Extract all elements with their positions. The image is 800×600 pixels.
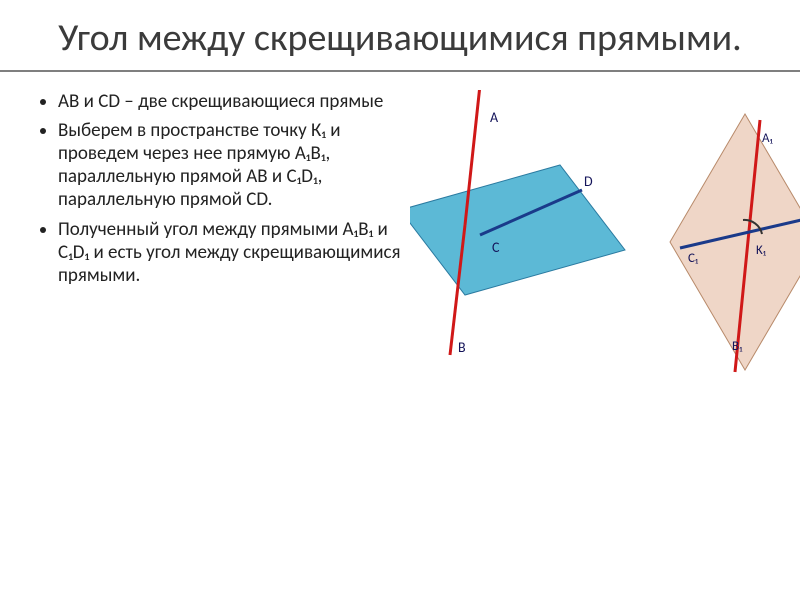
slide-title-box: Угол между скрещивающимися прямыми. [0, 0, 800, 72]
bullet-list: АВ и CD – две скрещивающиеся прямые Выбе… [40, 90, 410, 410]
diagram-container: A B C D A₁ B₁ C₁ D₁ K₁ [410, 90, 776, 410]
content-area: АВ и CD – две скрещивающиеся прямые Выбе… [0, 72, 800, 410]
slide-title: Угол между скрещивающимися прямыми. [30, 18, 770, 60]
bullet-item: Выберем в пространстве точку К₁ и провед… [58, 119, 410, 212]
plane-1 [410, 165, 625, 295]
plane-2 [670, 114, 800, 370]
label-c: C [492, 239, 500, 256]
label-c1: C₁ [688, 251, 699, 266]
label-a: A [490, 109, 499, 126]
geometry-diagram: A B C D A₁ B₁ C₁ D₁ K₁ [410, 90, 800, 390]
label-d: D [584, 173, 593, 190]
label-a1: A₁ [762, 131, 774, 146]
label-b: B [458, 339, 466, 356]
label-b1: B₁ [732, 339, 743, 354]
bullet-item: АВ и CD – две скрещивающиеся прямые [58, 90, 410, 113]
label-k1: K₁ [756, 243, 767, 258]
bullet-item: Полученный угол между прямыми А₁В₁ и C₁D… [58, 218, 410, 288]
